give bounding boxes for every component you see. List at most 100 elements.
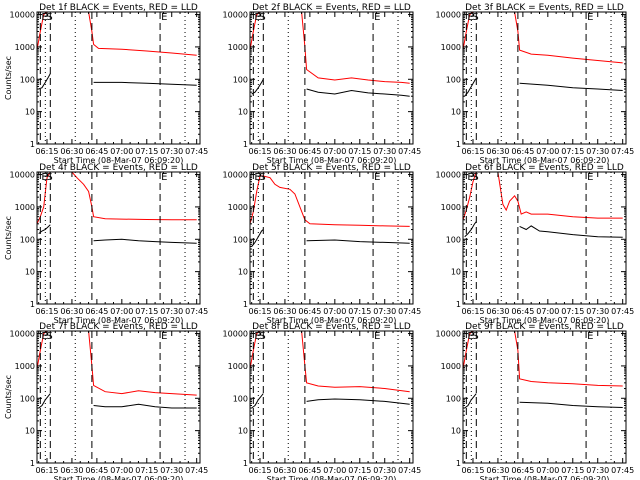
x-axis-label: Start Time (08-Mar-07 06:09:20) (480, 475, 610, 480)
x-tick-label: 07:00 (536, 307, 559, 316)
x-tick-label: 07:30 (160, 147, 183, 156)
x-tick-label: 07:45 (185, 147, 208, 156)
y-tick-label: 1 (30, 300, 35, 309)
x-tick-label: 07:45 (611, 147, 634, 156)
x-tick-label: 07:15 (135, 147, 158, 156)
x-tick-label: 07:15 (561, 466, 584, 475)
time-marker-label: E (41, 331, 47, 342)
y-tick-label: 10000 (223, 171, 248, 180)
y-tick-label: 10 (451, 108, 461, 117)
plot-frame (462, 171, 627, 305)
time-marker-label: E (587, 331, 593, 342)
y-tick-label: 10 (451, 427, 461, 436)
time-marker-label: E (374, 172, 380, 183)
x-tick-label: 07:00 (110, 466, 133, 475)
x-axis-label: Start Time (08-Mar-07 06:09:20) (54, 316, 184, 325)
x-tick-label: 06:15 (461, 307, 484, 316)
x-tick-label: 07:30 (373, 307, 396, 316)
y-tick-label: 1000 (441, 362, 461, 371)
x-tick-label: 06:30 (486, 307, 509, 316)
y-tick-label: 10 (25, 268, 35, 277)
y-tick-label: 1000 (441, 43, 461, 52)
y-tick-label: 10 (451, 268, 461, 277)
lld-series-line (463, 331, 623, 387)
time-marker-label: S (259, 12, 265, 23)
y-tick-label: 100 (20, 394, 35, 403)
events-series-line (38, 224, 197, 244)
x-tick-label: 06:45 (85, 307, 108, 316)
x-tick-label: 07:45 (185, 307, 208, 316)
y-tick-label: 1 (30, 459, 35, 468)
time-marker-label: E (161, 172, 167, 183)
x-tick-label: 06:45 (298, 307, 321, 316)
x-tick-label: 07:15 (135, 307, 158, 316)
y-axis-label: Counts/sec (4, 216, 13, 260)
x-axis-label: Start Time (08-Mar-07 06:09:20) (267, 156, 397, 165)
x-tick-label: 07:30 (160, 307, 183, 316)
time-marker-label: E (41, 12, 47, 23)
y-tick-label: 1000 (15, 362, 35, 371)
y-tick-label: 1000 (228, 203, 248, 212)
x-tick-label: 06:30 (60, 147, 83, 156)
time-marker-label: S (46, 12, 52, 23)
x-tick-label: 07:00 (323, 147, 346, 156)
y-tick-label: 1000 (15, 43, 35, 52)
x-tick-label: 06:30 (486, 147, 509, 156)
x-tick-label: 07:45 (398, 466, 421, 475)
x-tick-label: 06:45 (511, 307, 534, 316)
x-tick-label: 07:00 (110, 147, 133, 156)
time-marker-label: S (472, 172, 478, 183)
y-tick-label: 10000 (10, 330, 35, 339)
x-tick-label: 06:45 (511, 147, 534, 156)
x-tick-label: 07:15 (348, 147, 371, 156)
plot-frame (249, 11, 414, 145)
x-tick-label: 06:30 (486, 466, 509, 475)
x-tick-label: 06:30 (273, 307, 296, 316)
time-marker-label: E (161, 331, 167, 342)
lld-series-line (37, 331, 197, 396)
y-tick-label: 1000 (15, 203, 35, 212)
x-tick-label: 07:15 (561, 147, 584, 156)
events-series-line (464, 77, 623, 97)
lld-series-line (463, 172, 623, 220)
y-tick-label: 10000 (223, 11, 248, 20)
panel-title: Det 9f BLACK = Events, RED = LLD (465, 322, 624, 332)
y-tick-label: 1 (30, 140, 35, 149)
y-tick-label: 100 (233, 394, 248, 403)
lld-series-line (250, 331, 410, 393)
y-tick-label: 100 (446, 75, 461, 84)
time-marker-label: S (46, 331, 52, 342)
time-marker-label: E (467, 172, 473, 183)
x-tick-label: 06:30 (273, 147, 296, 156)
panel-title: Det 7f BLACK = Events, RED = LLD (39, 322, 198, 332)
time-marker-label: E (254, 12, 260, 23)
x-tick-label: 06:45 (298, 466, 321, 475)
x-tick-label: 07:45 (611, 307, 634, 316)
x-axis-label: Start Time (08-Mar-07 06:09:20) (480, 156, 610, 165)
x-tick-label: 07:45 (398, 147, 421, 156)
x-tick-label: 07:30 (160, 466, 183, 475)
panel-title: Det 6f BLACK = Events, RED = LLD (465, 163, 624, 173)
x-tick-label: 06:45 (85, 466, 108, 475)
x-tick-label: 07:45 (611, 466, 634, 475)
events-series-line (251, 79, 410, 97)
lld-series-line (250, 12, 410, 84)
y-tick-label: 1000 (228, 362, 248, 371)
y-tick-label: 100 (20, 75, 35, 84)
x-tick-label: 06:15 (461, 466, 484, 475)
x-tick-label: 07:30 (373, 147, 396, 156)
y-tick-label: 100 (446, 235, 461, 244)
time-marker-label: E (254, 331, 260, 342)
lld-series-line (37, 12, 197, 56)
events-series-line (464, 393, 623, 409)
panel-title: Det 4f BLACK = Events, RED = LLD (39, 163, 198, 173)
y-tick-label: 1 (243, 459, 248, 468)
events-series-line (38, 393, 197, 409)
x-tick-label: 07:30 (586, 466, 609, 475)
x-tick-label: 07:30 (373, 466, 396, 475)
